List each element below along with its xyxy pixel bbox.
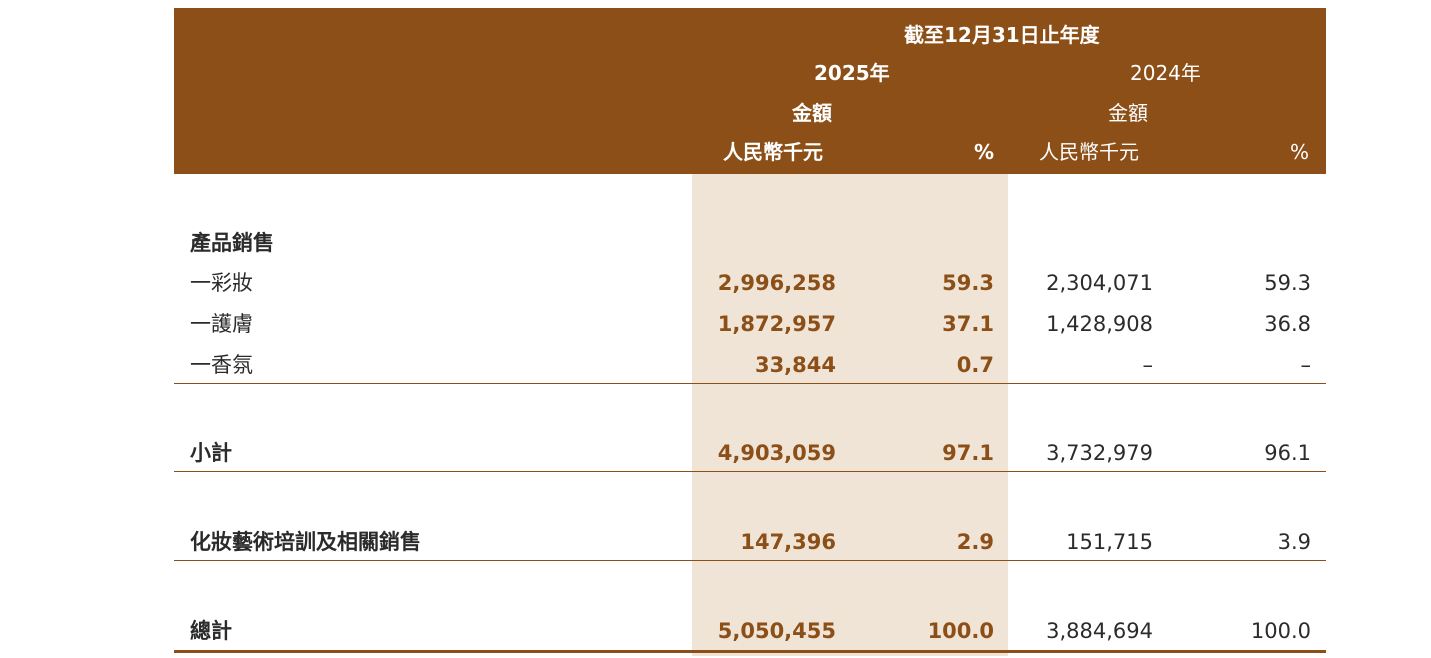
pct-2024-cell: 100.0 bbox=[1250, 619, 1311, 643]
year-2024-header: 2024年 bbox=[1130, 61, 1201, 85]
pct-2025-cell: 59.3 bbox=[942, 271, 994, 295]
row-label: 一護膚 bbox=[190, 312, 253, 336]
total-label: 總計 bbox=[190, 619, 232, 643]
pct-2024-cell: 59.3 bbox=[1264, 271, 1311, 295]
pct-2024-cell: 36.8 bbox=[1264, 312, 1311, 336]
amount-2025-cell: 1,872,957 bbox=[717, 312, 836, 336]
subtotal-label: 小計 bbox=[190, 441, 232, 465]
pct-2025-header: % bbox=[974, 140, 995, 164]
total-rule bbox=[174, 650, 1326, 653]
amount-2024-cell: 1,428,908 bbox=[1046, 312, 1153, 336]
pct-2025-cell: 2.9 bbox=[956, 530, 994, 554]
amount-2025-header: 金額 bbox=[792, 101, 832, 125]
amount-2024-cell: 3,732,979 bbox=[1046, 441, 1153, 465]
amount-2025-cell: 2,996,258 bbox=[717, 271, 836, 295]
revenue-table: 截至12月31日止年度 2025年 2024年 金額 金額 人民幣千元 % 人民… bbox=[174, 8, 1326, 656]
row-label: 一香氛 bbox=[190, 353, 253, 377]
pct-2025-cell: 100.0 bbox=[927, 619, 994, 643]
row-label: 化妝藝術培訓及相關銷售 bbox=[190, 530, 421, 554]
pct-2024-cell: – bbox=[1300, 353, 1312, 377]
amount-2024-header: 金額 bbox=[1108, 101, 1148, 125]
pct-2024-cell: 3.9 bbox=[1277, 530, 1311, 554]
section-label: 產品銷售 bbox=[190, 231, 274, 255]
pct-2025-cell: 0.7 bbox=[956, 353, 994, 377]
amount-2025-cell: 147,396 bbox=[740, 530, 836, 554]
row-divider bbox=[174, 560, 1326, 561]
amount-2024-cell: 151,715 bbox=[1066, 530, 1153, 554]
amount-2024-cell: – bbox=[1142, 353, 1154, 377]
pct-2025-cell: 97.1 bbox=[942, 441, 994, 465]
amount-2025-cell: 5,050,455 bbox=[717, 619, 836, 643]
unit-2024-header: 人民幣千元 bbox=[1039, 140, 1139, 164]
amount-2025-cell: 4,903,059 bbox=[717, 441, 836, 465]
period-header: 截至12月31日止年度 bbox=[904, 23, 1100, 47]
pct-2025-cell: 37.1 bbox=[942, 312, 994, 336]
current-year-highlight bbox=[692, 174, 1008, 656]
amount-2024-cell: 3,884,694 bbox=[1046, 619, 1153, 643]
pct-2024-cell: 96.1 bbox=[1264, 441, 1311, 465]
table-header: 截至12月31日止年度 2025年 2024年 金額 金額 人民幣千元 % 人民… bbox=[174, 8, 1326, 174]
amount-2024-cell: 2,304,071 bbox=[1046, 271, 1153, 295]
row-divider bbox=[174, 471, 1326, 472]
amount-2025-cell: 33,844 bbox=[754, 353, 836, 377]
row-label: 一彩妝 bbox=[190, 271, 253, 295]
unit-2025-header: 人民幣千元 bbox=[723, 140, 823, 164]
pct-2024-header: % bbox=[1290, 140, 1310, 164]
row-divider bbox=[174, 383, 1326, 384]
year-2025-header: 2025年 bbox=[814, 61, 890, 85]
